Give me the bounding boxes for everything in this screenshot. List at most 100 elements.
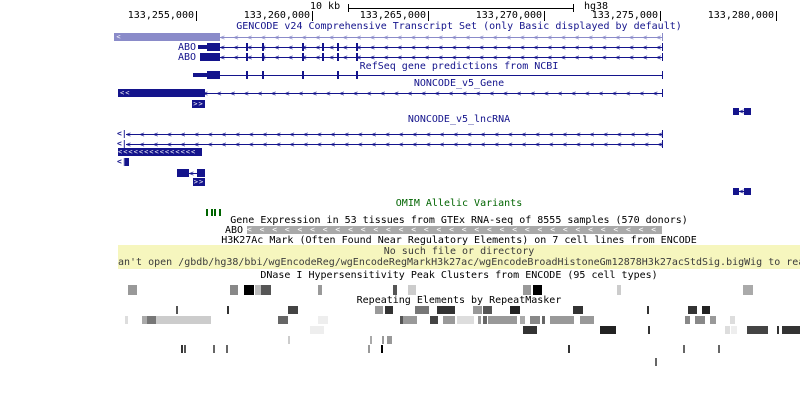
- gtex-gene-abo[interactable]: ABO < < < < < < < < < < < < < < < < < < …: [0, 225, 800, 236]
- dnase-peak[interactable]: [533, 285, 542, 295]
- track-title-refseq[interactable]: RefSeq gene predictions from NCBI: [359, 61, 559, 72]
- gene-label[interactable]: ABO: [177, 42, 196, 53]
- repeat-element[interactable]: [718, 345, 720, 353]
- exon-bar-right-arrows[interactable]: >>: [192, 100, 205, 108]
- gene-label[interactable]: ABO: [177, 52, 196, 63]
- repeat-element[interactable]: [310, 326, 324, 334]
- repeat-element[interactable]: [437, 306, 455, 314]
- lncrna-feature-right[interactable]: <: [0, 188, 800, 196]
- exon-box[interactable]: [733, 108, 739, 115]
- repeat-element[interactable]: [385, 306, 393, 314]
- omim-variant-tick[interactable]: [210, 209, 213, 216]
- omim-variant-tick[interactable]: [219, 209, 221, 216]
- repeat-element[interactable]: [523, 326, 537, 334]
- repeat-element[interactable]: [725, 326, 730, 334]
- repeat-element[interactable]: [655, 358, 657, 366]
- omim-variant-ticks[interactable]: [0, 209, 800, 217]
- repeat-element[interactable]: [430, 316, 438, 324]
- noncode-gene-feature-2[interactable]: >>: [0, 100, 800, 109]
- track-title-h3k27ac[interactable]: H3K27Ac Mark (Often Found Near Regulator…: [221, 235, 697, 246]
- dnase-peak[interactable]: [408, 285, 416, 295]
- repeat-element[interactable]: [400, 316, 403, 324]
- dnase-peak[interactable]: [244, 285, 254, 295]
- repeat-element[interactable]: [483, 306, 492, 314]
- repeat-element[interactable]: [710, 316, 716, 324]
- track-title-repeatmasker[interactable]: Repeating Elements by RepeatMasker: [356, 295, 562, 306]
- cds-box[interactable]: [200, 53, 220, 61]
- dnase-peak[interactable]: [523, 285, 531, 295]
- gencode-transcript-lavender[interactable]: < < < < < < < < < < < < < < < < < < < < …: [0, 33, 800, 42]
- gencode-transcript-abo1[interactable]: ABO < < < < < < < < < < < < < < < < < < …: [0, 42, 800, 53]
- repeat-element[interactable]: [542, 316, 545, 324]
- repeat-element[interactable]: [777, 326, 779, 334]
- repeat-element[interactable]: [568, 345, 570, 353]
- noncode-gene-feature[interactable]: << < < < < < < < < < < < < < < < < < < <…: [0, 89, 800, 98]
- dnase-peak[interactable]: [617, 285, 621, 295]
- repeat-element[interactable]: [530, 316, 540, 324]
- dnase-peak-row[interactable]: [0, 285, 800, 296]
- exon-box[interactable]: [197, 169, 205, 177]
- repeat-element[interactable]: [483, 316, 487, 324]
- dnase-peak[interactable]: [743, 285, 753, 295]
- repeat-element[interactable]: [702, 306, 710, 314]
- lncrna-transcript-3[interactable]: <<<<<<<<<<<<<<<: [0, 148, 800, 157]
- track-title-omim[interactable]: OMIM Allelic Variants: [395, 198, 523, 209]
- repeat-element[interactable]: [125, 316, 128, 324]
- exon-bar[interactable]: <<: [118, 89, 205, 97]
- repeat-element[interactable]: [688, 306, 697, 314]
- exon-bar[interactable]: [124, 33, 220, 41]
- repeat-element[interactable]: [387, 336, 392, 344]
- repeat-element[interactable]: [473, 306, 482, 314]
- cds-box[interactable]: [207, 71, 220, 79]
- repeat-element[interactable]: [226, 345, 228, 353]
- gencode-transcript-abo2[interactable]: ABO < < < < < < < < < < < < < < < < < < …: [0, 52, 800, 63]
- repeat-row-3[interactable]: [0, 326, 800, 335]
- repeat-element[interactable]: [381, 345, 383, 353]
- repeat-element[interactable]: [288, 306, 298, 314]
- repeat-element[interactable]: [415, 306, 429, 314]
- exon-bar-arrows[interactable]: <<<<<<<<<<<<<<<: [118, 148, 202, 156]
- track-title-gtex[interactable]: Gene Expression in 53 tissues from GTEx …: [230, 215, 688, 226]
- exon-bar-right-arrows[interactable]: >>: [193, 178, 205, 186]
- repeat-row-1[interactable]: [0, 306, 800, 315]
- exon-box[interactable]: [125, 158, 129, 166]
- dnase-peak[interactable]: [128, 285, 137, 295]
- repeat-element[interactable]: [368, 345, 370, 353]
- exon-box[interactable]: [744, 108, 751, 115]
- exon-box[interactable]: [744, 188, 751, 195]
- cds-box[interactable]: [207, 43, 220, 51]
- repeat-row-6[interactable]: [0, 358, 800, 367]
- repeat-element[interactable]: [695, 316, 705, 324]
- dnase-peak[interactable]: [318, 285, 322, 295]
- repeat-element[interactable]: [213, 345, 215, 353]
- lncrna-transcript-2[interactable]: <| < < < < < < < < < < < < < < < < < < <…: [0, 140, 800, 148]
- dnase-peak[interactable]: [261, 285, 271, 295]
- repeat-element[interactable]: [520, 316, 525, 324]
- repeat-element[interactable]: [731, 326, 737, 334]
- repeat-element[interactable]: [278, 316, 288, 324]
- track-title-gencode[interactable]: GENCODE v24 Comprehensive Transcript Set…: [236, 21, 682, 32]
- repeat-element[interactable]: [683, 345, 685, 353]
- utr-box[interactable]: [198, 45, 207, 49]
- repeat-row-5[interactable]: [0, 345, 800, 354]
- repeat-element[interactable]: [288, 336, 290, 344]
- lncrna-transcript-5[interactable]: <: [0, 169, 800, 178]
- lncrna-transcript-4[interactable]: <|: [0, 158, 800, 167]
- repeat-element[interactable]: [184, 345, 186, 353]
- gene-label[interactable]: ABO: [224, 225, 243, 236]
- lncrna-transcript-1[interactable]: <| < < < < < < < < < < < < < < < < < < <…: [0, 130, 800, 138]
- repeat-element[interactable]: [176, 306, 178, 314]
- repeat-element[interactable]: [730, 316, 735, 324]
- track-title-noncode-gene[interactable]: NONCODE_v5_Gene: [413, 78, 505, 89]
- exon-box[interactable]: [733, 188, 739, 195]
- repeat-element[interactable]: [685, 316, 690, 324]
- repeat-element[interactable]: [147, 316, 156, 324]
- repeat-row-2[interactable]: [0, 316, 800, 325]
- dnase-peak[interactable]: [255, 285, 261, 295]
- repeat-element[interactable]: [747, 326, 768, 334]
- exon-box[interactable]: [177, 169, 189, 177]
- repeat-element[interactable]: [580, 316, 594, 324]
- repeat-element[interactable]: [370, 336, 372, 344]
- repeat-element[interactable]: [181, 345, 183, 353]
- repeat-element[interactable]: [156, 316, 211, 324]
